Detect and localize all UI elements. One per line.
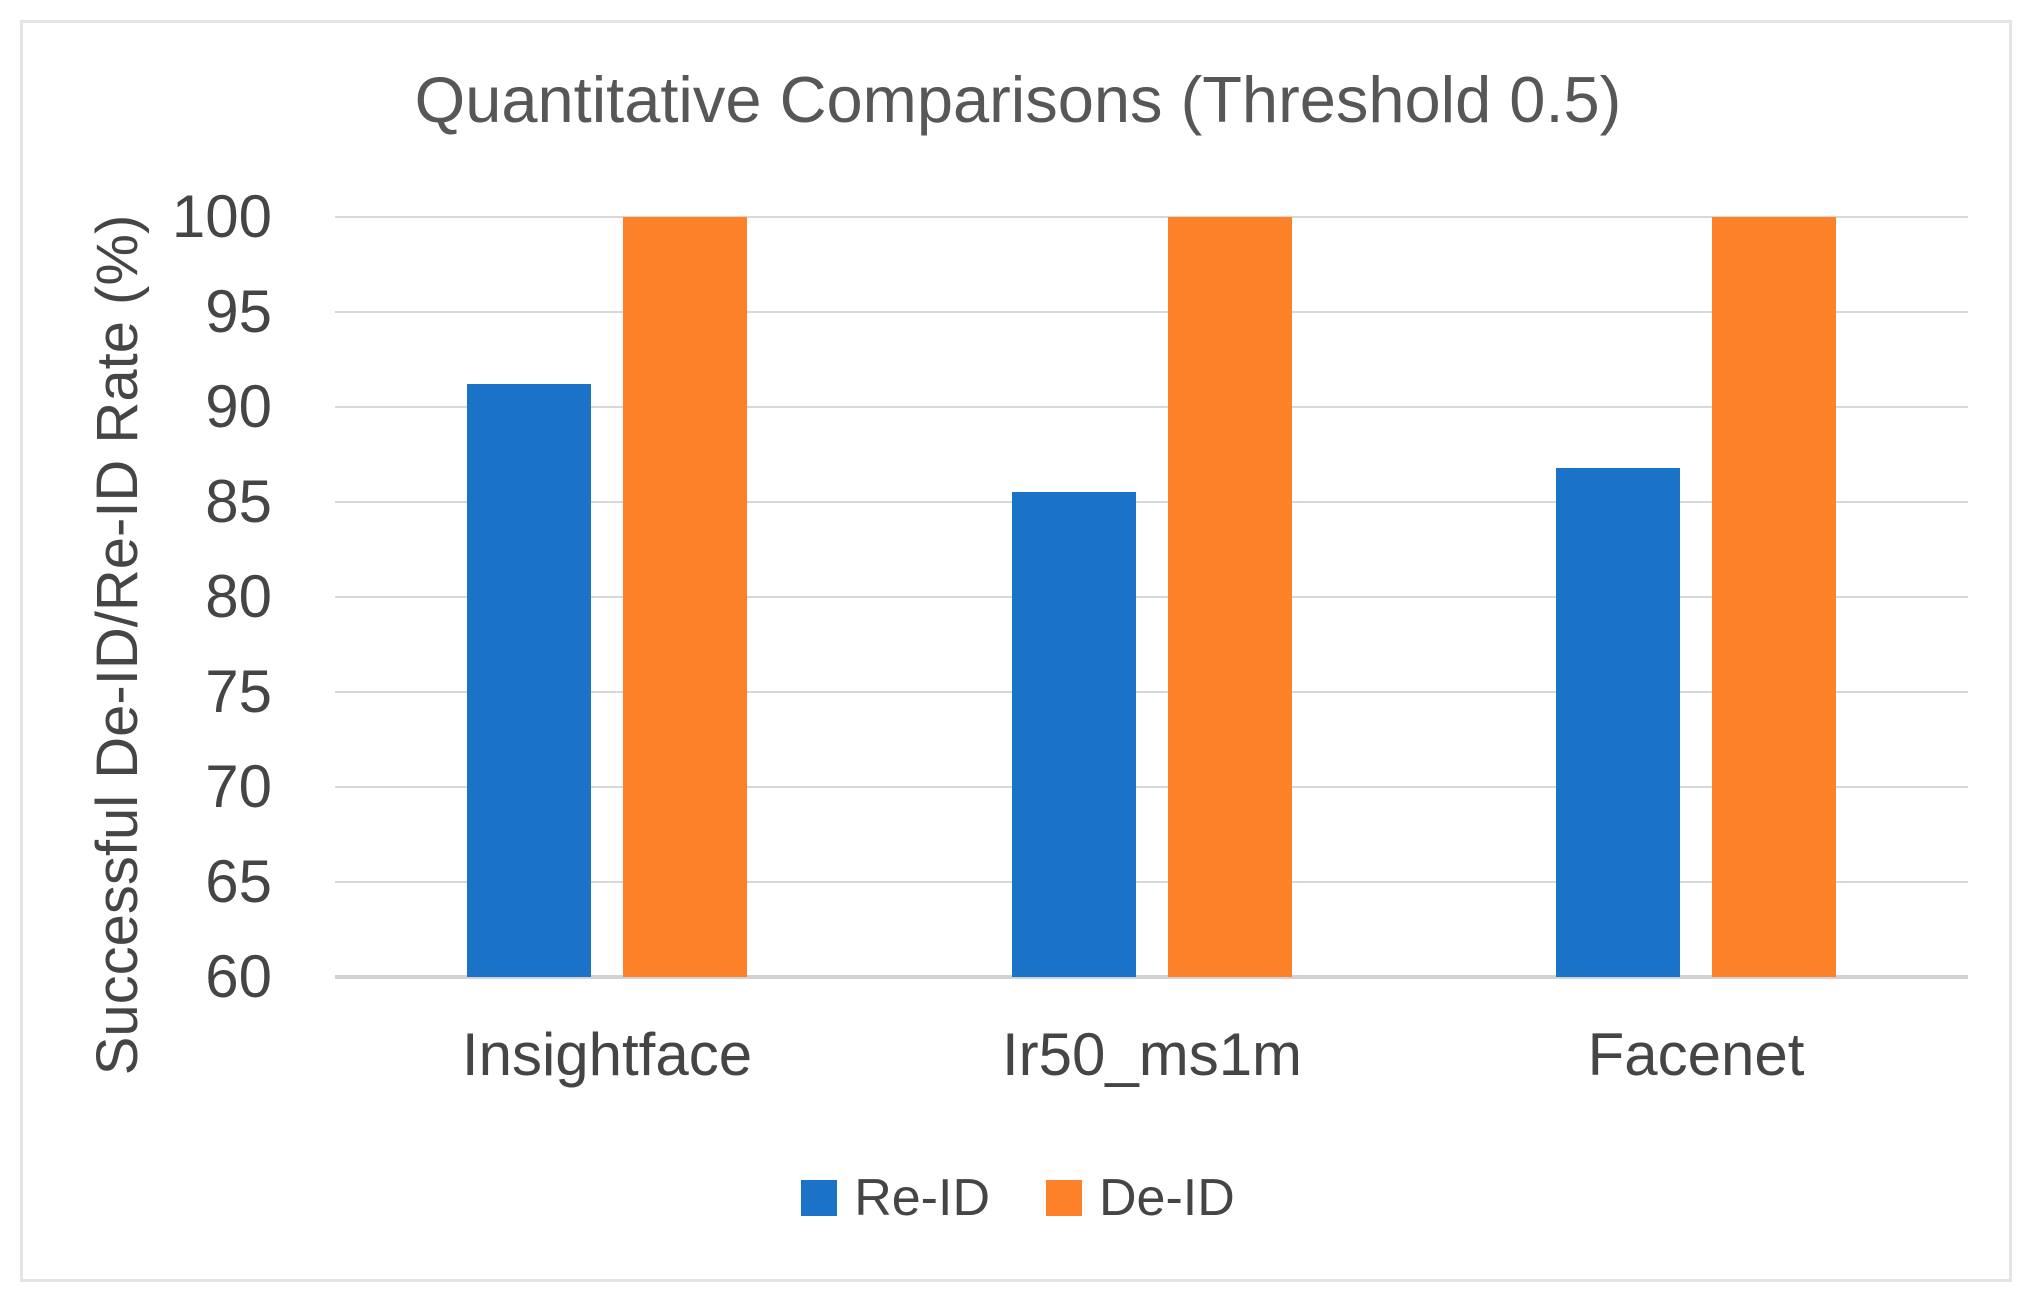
legend-label-re-id: Re-ID <box>854 1169 990 1227</box>
y-tick-label-100: 100 <box>171 183 272 250</box>
y-tick-label-95: 95 <box>205 278 272 345</box>
legend-label-de-id: De-ID <box>1099 1169 1235 1227</box>
chart-title: Quantitative Comparisons (Threshold 0.5) <box>414 63 1622 136</box>
legend-swatch-de-id <box>1046 1180 1082 1216</box>
gridline-65 <box>335 881 1968 883</box>
bar-de-id-facenet <box>1712 217 1836 977</box>
y-tick-label-65: 65 <box>205 848 272 915</box>
legend-item-re-id: Re-ID <box>801 1172 990 1224</box>
gridline-70 <box>335 786 1968 788</box>
legend-item-de-id: De-ID <box>1046 1172 1235 1224</box>
x-category-label-ir50_ms1m: Ir50_ms1m <box>1001 1021 1303 1088</box>
x-category-label-facenet: Facenet <box>1587 1021 1805 1088</box>
legend: Re-ID De-ID <box>0 1172 2036 1224</box>
gridline-75 <box>335 691 1968 693</box>
y-tick-label-75: 75 <box>205 658 272 725</box>
gridline-90 <box>335 406 1968 408</box>
y-tick-label-90: 90 <box>205 373 272 440</box>
legend-swatch-re-id <box>801 1180 838 1216</box>
bar-re-id-ir50_ms1m <box>1012 492 1136 977</box>
y-tick-label-80: 80 <box>205 563 272 630</box>
gridline-95 <box>335 311 1968 313</box>
y-tick-label-70: 70 <box>205 753 272 820</box>
figure-border <box>20 20 2012 1282</box>
bar-re-id-facenet <box>1556 468 1680 977</box>
x-axis-line <box>335 975 1968 979</box>
y-tick-label-85: 85 <box>205 468 272 535</box>
gridline-80 <box>335 596 1968 598</box>
bar-de-id-insightface <box>623 217 747 977</box>
gridline-85 <box>335 501 1968 503</box>
y-tick-label-60: 60 <box>205 943 272 1010</box>
bar-de-id-ir50_ms1m <box>1168 217 1292 977</box>
plot-area <box>335 216 1968 979</box>
bar-re-id-insightface <box>467 384 591 977</box>
gridline-100 <box>335 216 1968 218</box>
x-category-label-insightface: Insightface <box>461 1021 753 1088</box>
